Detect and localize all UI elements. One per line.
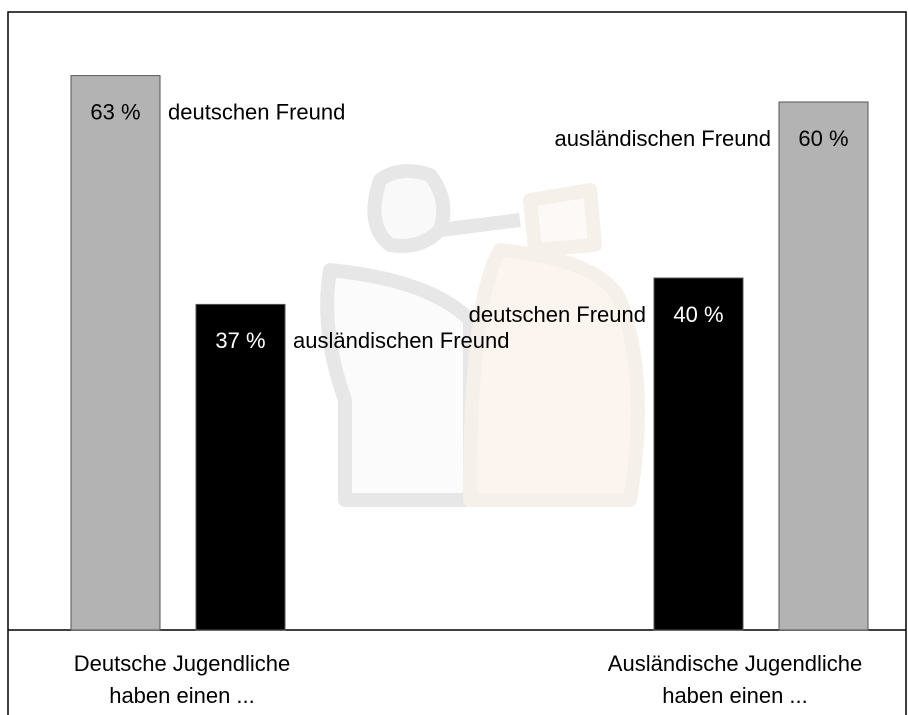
value-label: 63 % [90,99,140,124]
series-label: ausländischen Freund [293,328,509,353]
series-label: deutschen Freund [469,302,646,327]
background-clipart [320,164,645,507]
category-label: haben einen ... [662,683,808,708]
bar [70,75,161,631]
category-label: Deutsche Jugendliche [74,651,290,676]
series-label: ausländischen Freund [555,126,771,151]
category-label: Ausländische Jugendliche [608,651,862,676]
bar [195,303,286,631]
value-label: 37 % [215,328,265,353]
value-label: 60 % [798,126,848,151]
bar [653,277,744,631]
frame [7,11,907,715]
series-label: deutschen Freund [168,99,345,124]
category-label: haben einen ... [109,683,255,708]
value-label: 40 % [673,302,723,327]
bar [778,101,869,631]
